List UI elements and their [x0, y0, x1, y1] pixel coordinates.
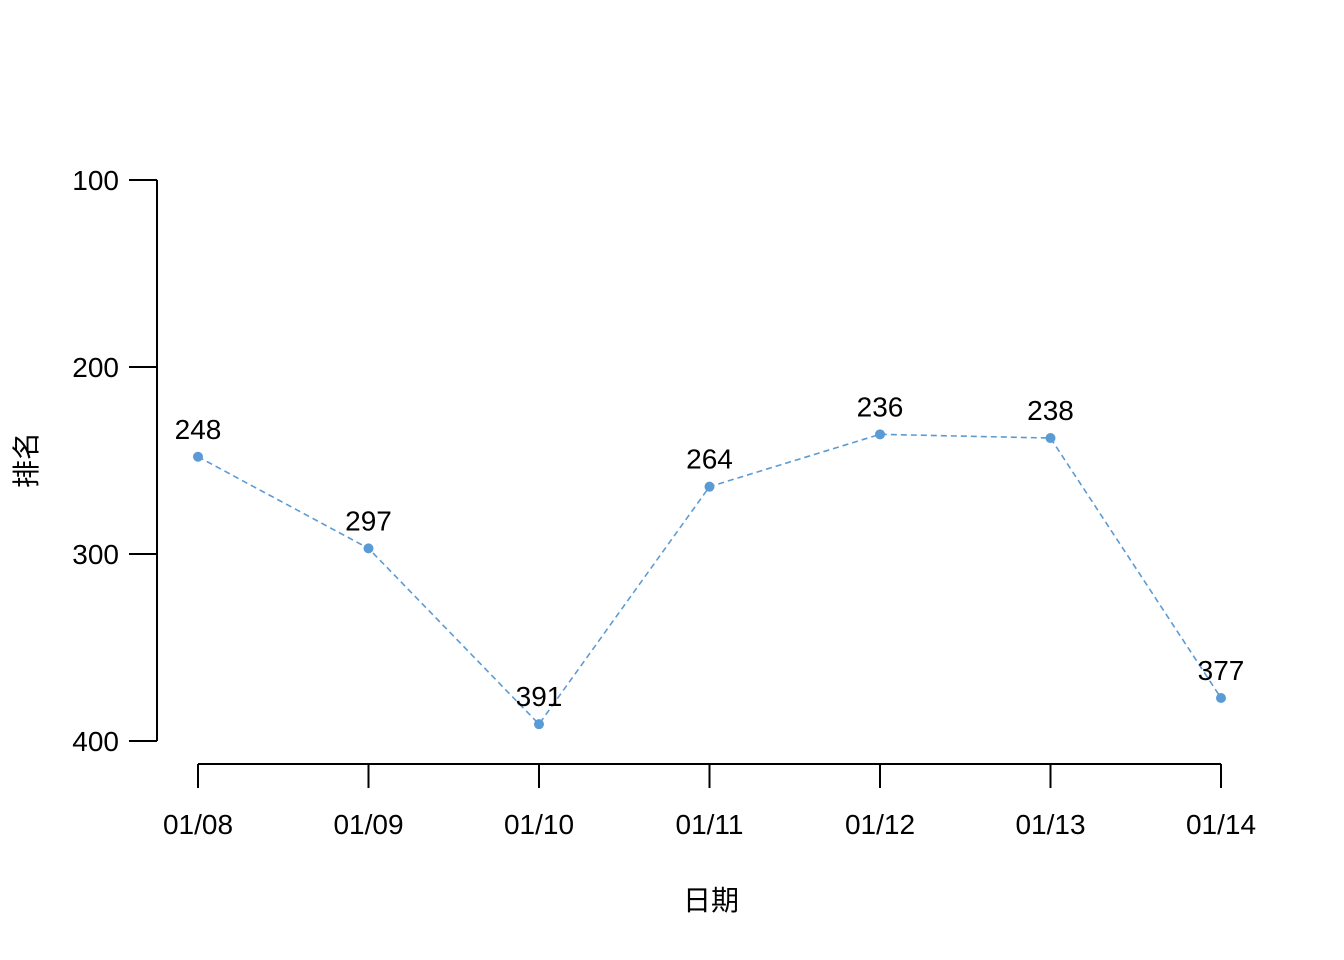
x-tick-label: 01/10: [504, 809, 574, 840]
x-tick-label: 01/13: [1015, 809, 1085, 840]
x-tick-label: 01/08: [163, 809, 233, 840]
x-axis-title: 日期: [683, 884, 739, 917]
data-label: 264: [686, 444, 733, 475]
data-point: [1046, 433, 1056, 443]
data-point: [193, 452, 203, 462]
data-point: [364, 543, 374, 553]
x-tick-label: 01/14: [1186, 809, 1256, 840]
series-line: [198, 434, 1221, 724]
data-label: 238: [1027, 395, 1074, 426]
y-tick-label: 200: [72, 352, 119, 383]
y-axis: 100 200 300 400: [72, 165, 157, 757]
x-tick-label: 01/12: [845, 809, 915, 840]
data-point: [705, 482, 715, 492]
data-point: [875, 429, 885, 439]
data-point: [534, 719, 544, 729]
data-label: 248: [175, 414, 222, 445]
data-labels: 248 297 391 264 236 238 377: [175, 391, 1245, 712]
data-label: 377: [1198, 655, 1245, 686]
y-tick-label: 400: [72, 726, 119, 757]
y-axis-title: 排名: [10, 432, 43, 488]
y-tick-label: 100: [72, 165, 119, 196]
data-label: 236: [857, 391, 904, 422]
x-tick-label: 01/11: [676, 809, 744, 840]
x-tick-label: 01/09: [333, 809, 403, 840]
x-axis: 01/08 01/09 01/10 01/11 01/12 01/13 01/14: [163, 764, 1256, 840]
data-point: [1216, 693, 1226, 703]
data-label: 391: [516, 681, 563, 712]
y-tick-label: 300: [72, 539, 119, 570]
data-label: 297: [345, 505, 392, 536]
